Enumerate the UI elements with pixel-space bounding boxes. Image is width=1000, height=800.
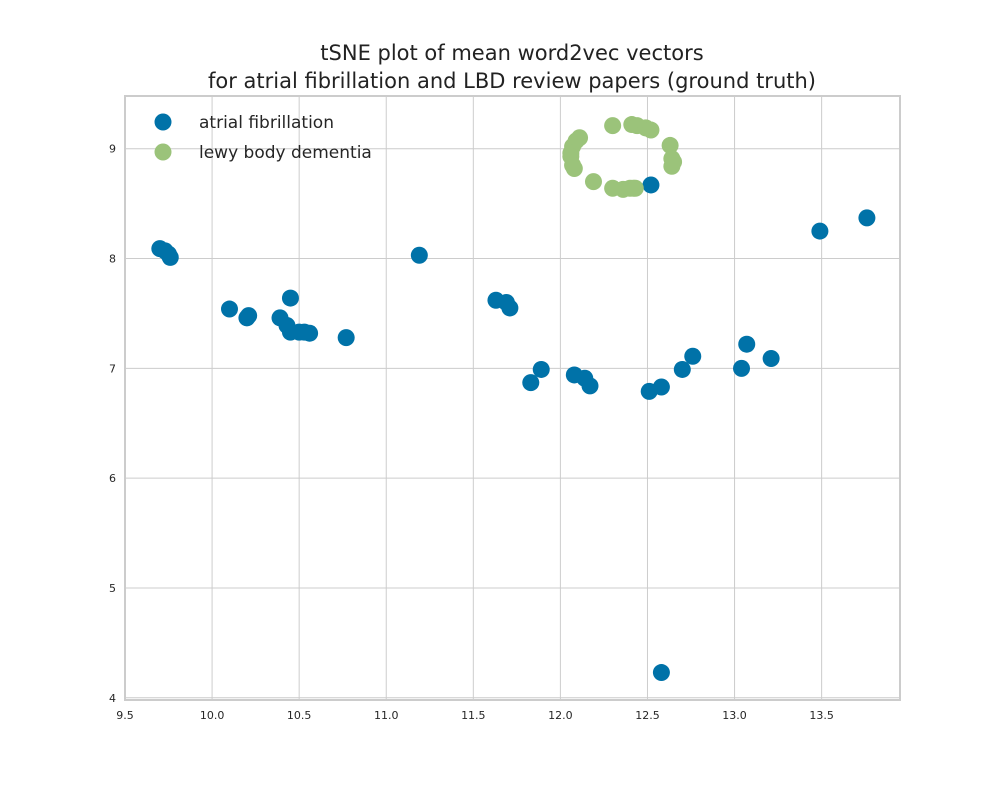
y-tick-label: 5	[109, 582, 116, 595]
legend-label-lewy-body-dementia: lewy body dementia	[199, 143, 372, 163]
chart-title-line-1: tSNE plot of mean word2vec vectors	[320, 41, 703, 65]
data-point-atrial-fibrillation	[652, 664, 670, 682]
y-tick-label: 4	[109, 692, 116, 705]
legend-marker-atrial-fibrillation	[154, 113, 172, 131]
chart-title-line-2: for atrial fibrillation and LBD review p…	[208, 69, 816, 93]
x-tick-label: 12.5	[635, 709, 660, 722]
plot-area: 9.5 10.0 10.5 11.0 11.5 12.0 12.5 13.0 13.5 4 5 6 7…	[109, 95, 901, 722]
data-point-atrial-fibrillation	[673, 360, 691, 378]
legend-label-atrial-fibrillation: atrial fibrillation	[199, 113, 334, 133]
data-point-atrial-fibrillation	[684, 347, 702, 365]
data-point-atrial-fibrillation	[738, 335, 756, 353]
data-point-atrial-fibrillation	[762, 349, 780, 367]
data-point-atrial-fibrillation	[858, 209, 876, 227]
data-point-atrial-fibrillation	[811, 222, 829, 240]
legend-marker-lewy-body-dementia	[154, 143, 172, 161]
data-point-atrial-fibrillation	[410, 246, 428, 264]
data-point-atrial-fibrillation	[642, 176, 660, 194]
x-tick-label: 10.5	[287, 709, 312, 722]
y-tick-label: 7	[109, 362, 116, 375]
data-points	[151, 116, 876, 682]
data-point-atrial-fibrillation	[161, 248, 179, 266]
x-tick-label: 13.0	[722, 709, 747, 722]
data-point-lewy-body-dementia	[642, 121, 660, 139]
data-point-atrial-fibrillation	[337, 329, 355, 347]
grid	[124, 96, 900, 700]
y-axis: 4 5 6 7 8 9	[109, 143, 116, 705]
data-point-atrial-fibrillation	[501, 299, 519, 317]
y-tick-label: 8	[109, 253, 116, 266]
data-point-atrial-fibrillation	[733, 359, 751, 377]
x-tick-label: 12.0	[548, 709, 573, 722]
data-point-lewy-body-dementia	[584, 173, 602, 191]
data-point-atrial-fibrillation	[281, 289, 299, 307]
axes-border	[124, 95, 901, 701]
legend: atrial fibrillation lewy body dementia	[154, 113, 372, 163]
data-point-lewy-body-dementia	[604, 117, 622, 135]
data-point-lewy-body-dementia	[661, 136, 679, 154]
data-point-atrial-fibrillation	[522, 374, 540, 392]
data-point-atrial-fibrillation	[652, 378, 670, 396]
x-tick-label: 13.5	[809, 709, 834, 722]
x-tick-label: 9.5	[116, 709, 134, 722]
y-tick-label: 9	[109, 143, 116, 156]
data-point-atrial-fibrillation	[581, 377, 599, 395]
data-point-lewy-body-dementia	[626, 179, 644, 197]
plot-background	[125, 96, 900, 700]
x-tick-label: 11.5	[461, 709, 486, 722]
x-tick-label: 10.0	[200, 709, 225, 722]
data-point-atrial-fibrillation	[301, 324, 319, 342]
x-axis: 9.5 10.0 10.5 11.0 11.5 12.0 12.5 13.0 13.5	[116, 709, 834, 722]
data-point-atrial-fibrillation	[220, 300, 238, 318]
data-point-atrial-fibrillation	[240, 307, 258, 325]
data-point-atrial-fibrillation	[532, 360, 550, 378]
plot-frame	[124, 95, 901, 701]
data-point-lewy-body-dementia	[663, 157, 681, 175]
data-point-lewy-body-dementia	[565, 159, 583, 177]
y-tick-label: 6	[109, 472, 116, 485]
x-tick-label: 11.0	[374, 709, 399, 722]
